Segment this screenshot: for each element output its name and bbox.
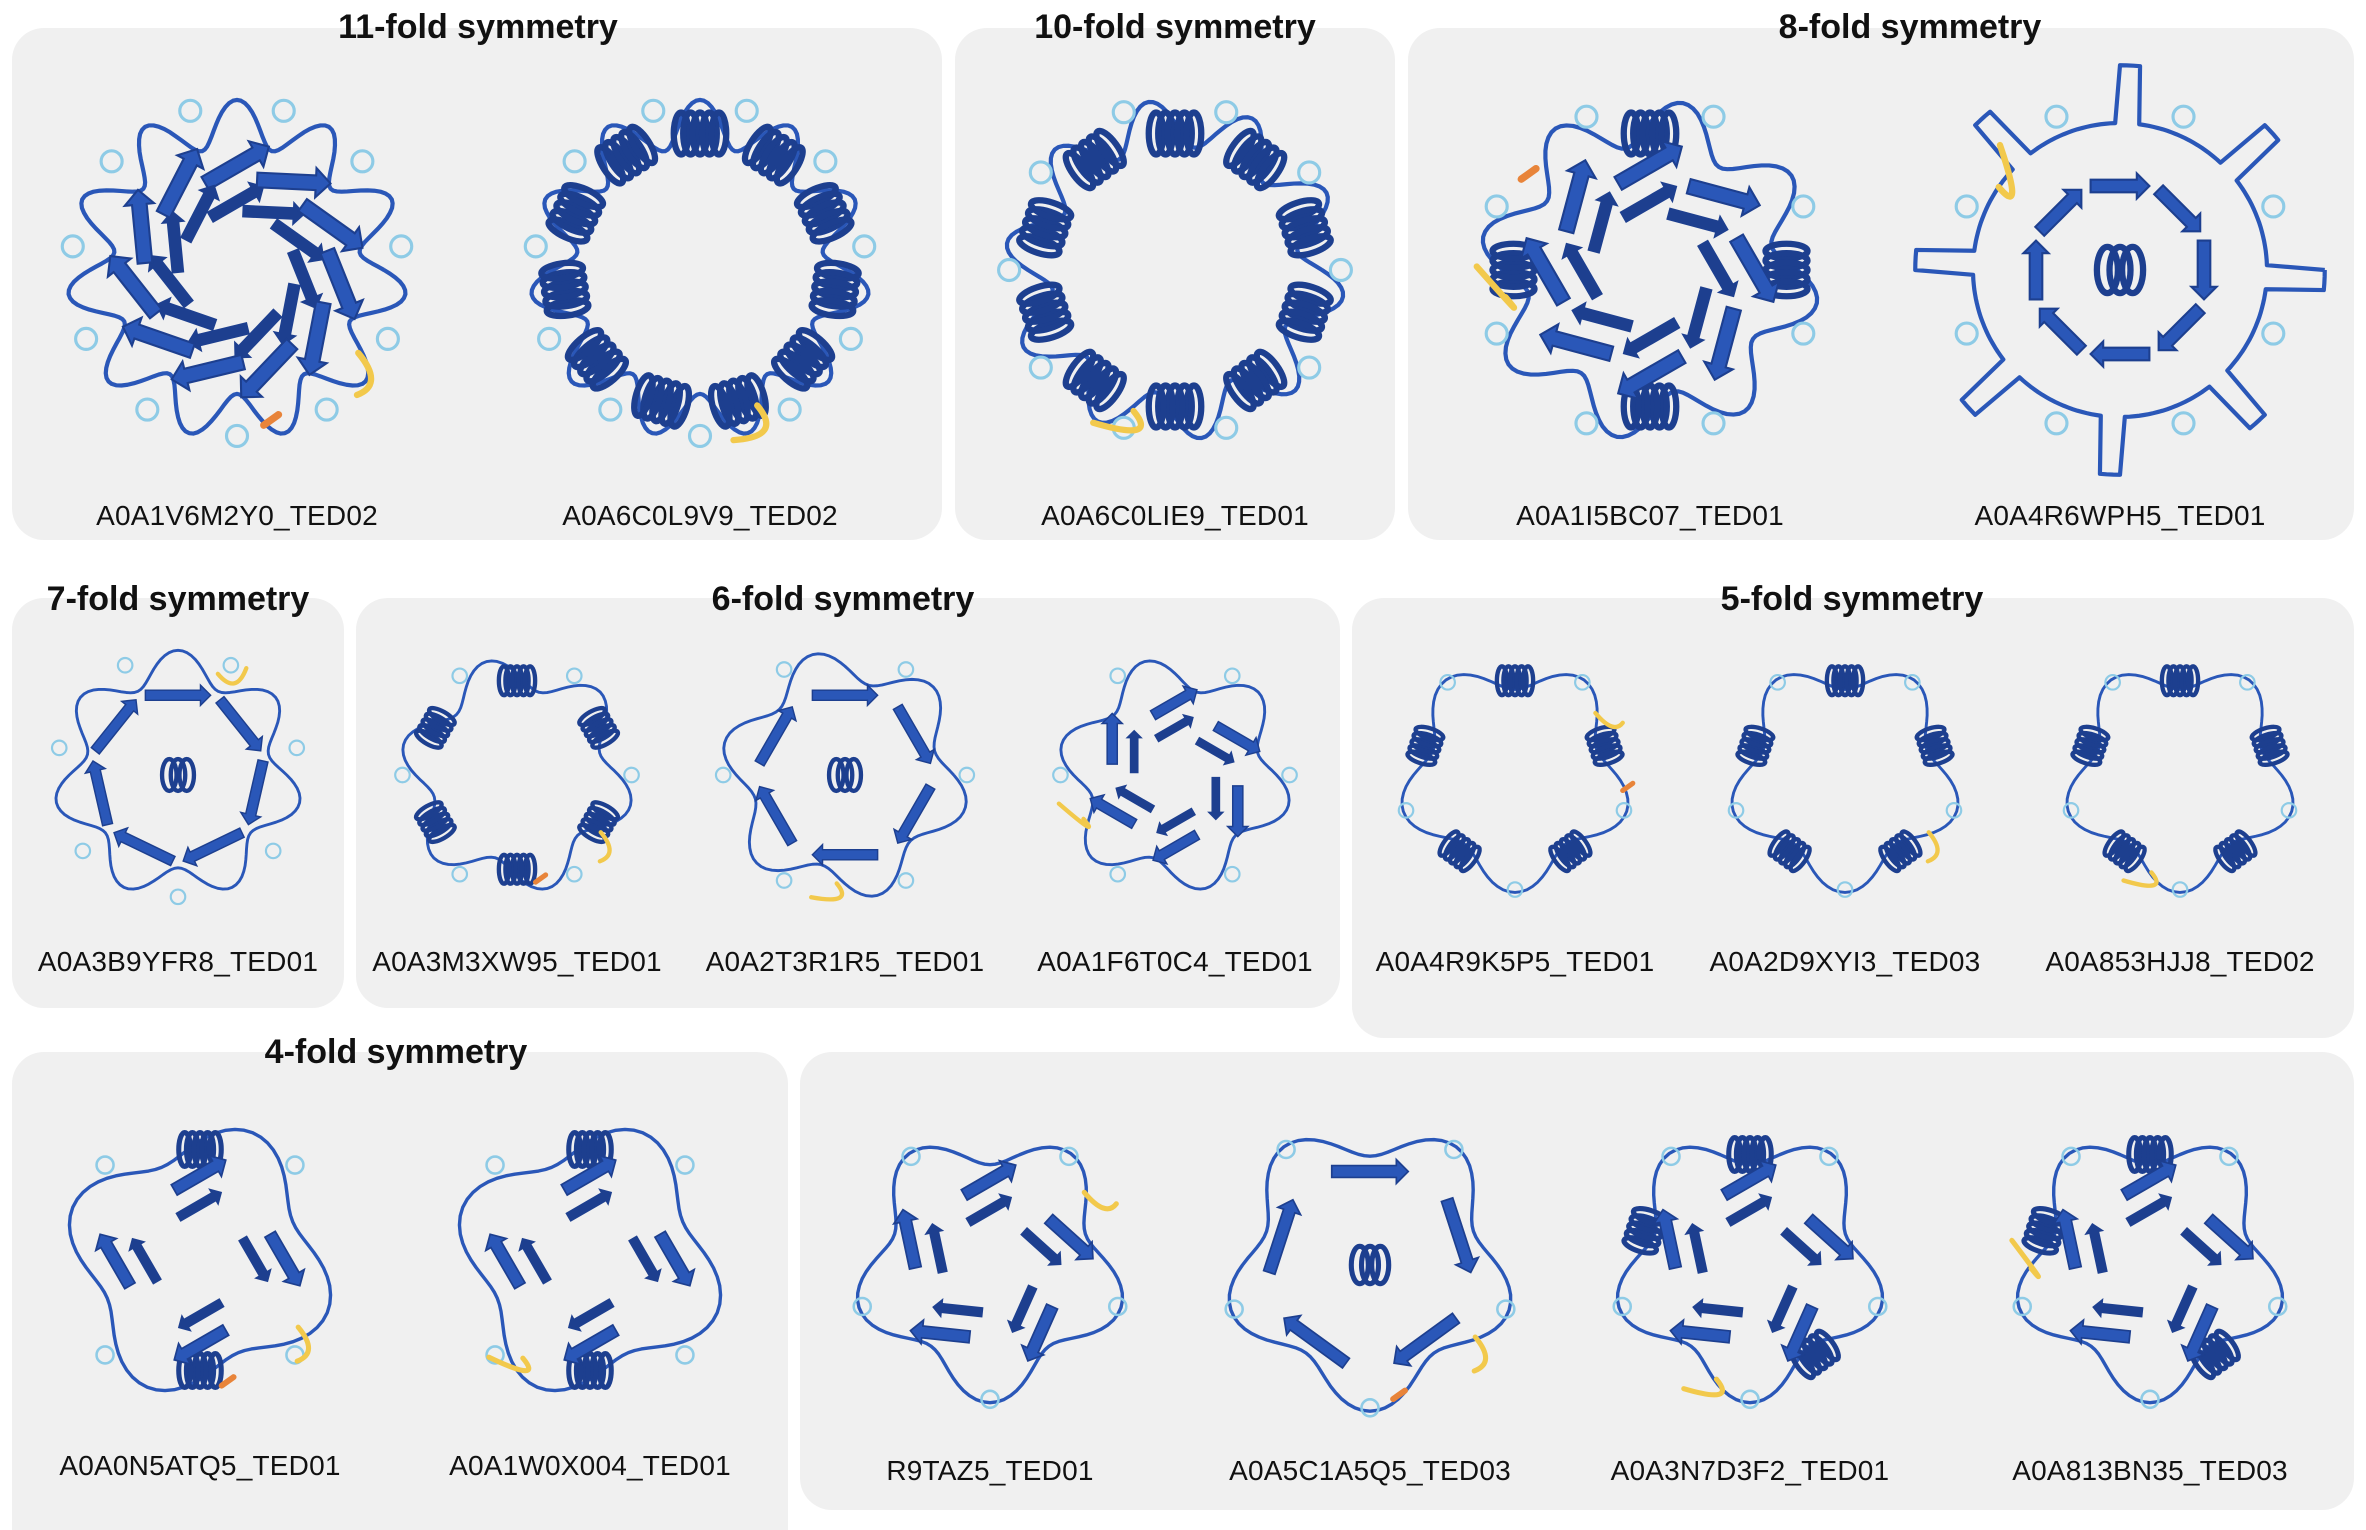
protein-structure: A0A4R9K5P5_TED01 [1360, 630, 1670, 976]
ribbon-structure-image [60, 97, 414, 448]
ribbon-structure-image [50, 648, 306, 906]
group-title-10-fold: 10-fold symmetry [1034, 8, 1316, 46]
ribbon-structure-image [67, 1127, 333, 1393]
ribbon-structure-image [852, 1145, 1128, 1410]
ribbon-structure-image [1913, 63, 2327, 477]
protein-structure: A0A5C1A5Q5_TED03 [1200, 1095, 1540, 1485]
protein-id-label: A0A3M3XW95_TED01 [372, 946, 662, 977]
ribbon-structure-image [457, 1127, 723, 1393]
protein-id-label: A0A5C1A5Q5_TED03 [1229, 1455, 1511, 1486]
ribbon-structure-image [1612, 1134, 1888, 1410]
protein-structure: A0A3B9YFR8_TED01 [22, 630, 334, 976]
protein-structure: A0A6C0LIE9_TED01 [965, 60, 1385, 530]
ribbon-structure-image [523, 97, 877, 448]
ribbon-structure-image [714, 652, 976, 902]
protein-id-label: A0A6C0LIE9_TED01 [1041, 500, 1309, 531]
protein-structure: A0A1W0X004_TED01 [420, 1090, 760, 1480]
protein-id-label: A0A4R9K5P5_TED01 [1375, 946, 1655, 977]
group-title-5-fold: 5-fold symmetry [1720, 580, 1984, 618]
protein-structure: A0A1V6M2Y0_TED02 [22, 60, 452, 530]
ribbon-structure-image [2062, 664, 2298, 898]
ribbon-structure-image [1224, 1137, 1516, 1418]
protein-id-label: A0A2T3R1R5_TED01 [705, 946, 985, 977]
protein-structure: A0A2D9XYI3_TED03 [1690, 630, 2000, 976]
protein-structure: A0A0N5ATQ5_TED01 [30, 1090, 370, 1480]
protein-id-label: R9TAZ5_TED01 [886, 1455, 1094, 1486]
ribbon-structure-image [2009, 1134, 2288, 1410]
group-title-6-fold: 6-fold symmetry [711, 580, 975, 618]
protein-id-label: A0A3B9YFR8_TED01 [37, 946, 319, 977]
protein-id-label: A0A853HJJ8_TED02 [2045, 946, 2315, 977]
group-title-11-fold: 11-fold symmetry [338, 8, 618, 46]
protein-structure: A0A3M3XW95_TED01 [362, 630, 672, 976]
protein-structure: R9TAZ5_TED01 [820, 1095, 1160, 1485]
protein-structure: A0A4R6WPH5_TED01 [1900, 60, 2340, 530]
ribbon-structure-image [997, 99, 1353, 441]
protein-id-label: A0A6C0L9V9_TED02 [562, 500, 838, 531]
panel-7-fold [12, 598, 344, 1008]
ribbon-structure-image [1727, 664, 1963, 898]
protein-id-label: A0A813BN35_TED03 [2012, 1455, 2288, 1486]
protein-id-label: A0A1F6T0C4_TED01 [1037, 946, 1313, 977]
protein-id-label: A0A1V6M2Y0_TED02 [96, 500, 378, 531]
protein-structure: A0A1F6T0C4_TED01 [1020, 630, 1330, 976]
panel-5-fold-bottom [800, 1052, 2354, 1510]
group-title-4-fold: 4-fold symmetry [264, 1033, 528, 1071]
group-title-7-fold: 7-fold symmetry [46, 580, 310, 618]
protein-id-label: A0A3N7D3F2_TED01 [1610, 1455, 1890, 1486]
ribbon-structure-image [1052, 659, 1298, 891]
panel-8-fold [1408, 28, 2354, 540]
protein-structure: A0A2T3R1R5_TED01 [690, 630, 1000, 976]
protein-id-label: A0A1W0X004_TED01 [449, 1450, 731, 1481]
protein-structure: A0A3N7D3F2_TED01 [1580, 1095, 1920, 1485]
protein-id-label: A0A1I5BC07_TED01 [1516, 500, 1784, 531]
protein-id-label: A0A0N5ATQ5_TED01 [59, 1450, 341, 1481]
protein-structure: A0A6C0L9V9_TED02 [470, 60, 930, 530]
ribbon-structure-image [1473, 100, 1820, 440]
ribbon-structure-image [394, 659, 640, 891]
protein-structure: A0A813BN35_TED03 [1980, 1095, 2320, 1485]
protein-id-label: A0A4R6WPH5_TED01 [1974, 500, 2266, 531]
panel-4-fold [12, 1052, 788, 1530]
protein-structure: A0A853HJJ8_TED02 [2025, 630, 2335, 976]
ribbon-structure-image [1397, 664, 1636, 898]
protein-structure: A0A1I5BC07_TED01 [1420, 60, 1880, 530]
protein-id-label: A0A2D9XYI3_TED03 [1709, 946, 1981, 977]
group-title-8-fold: 8-fold symmetry [1778, 8, 2042, 46]
